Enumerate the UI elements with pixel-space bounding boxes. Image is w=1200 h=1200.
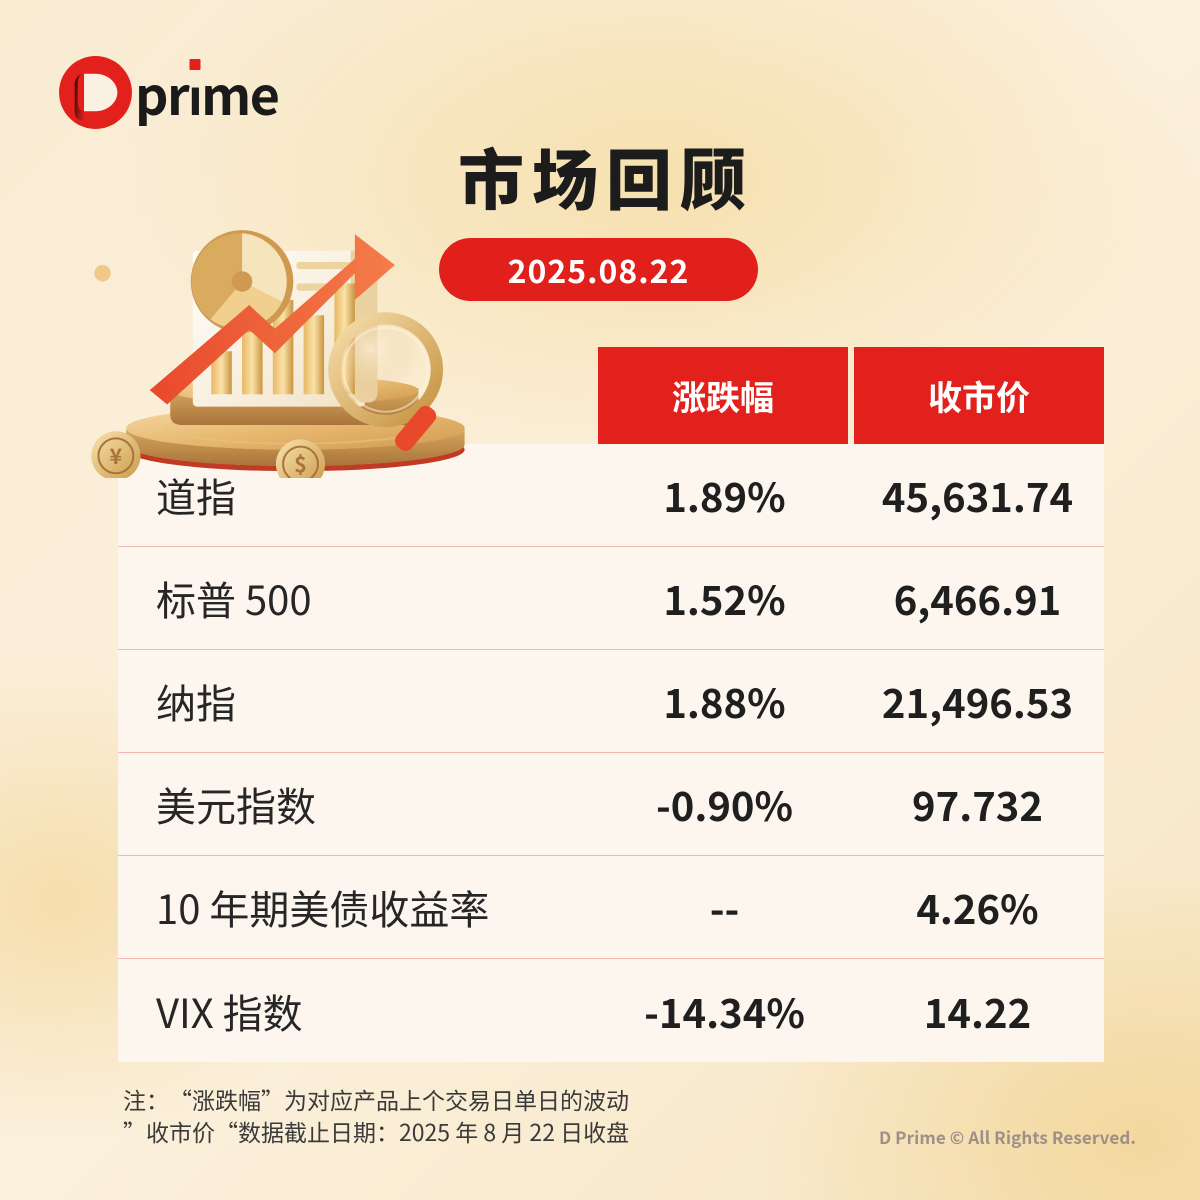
svg-text:$: $	[294, 448, 307, 478]
svg-text:¥: ¥	[110, 440, 123, 471]
